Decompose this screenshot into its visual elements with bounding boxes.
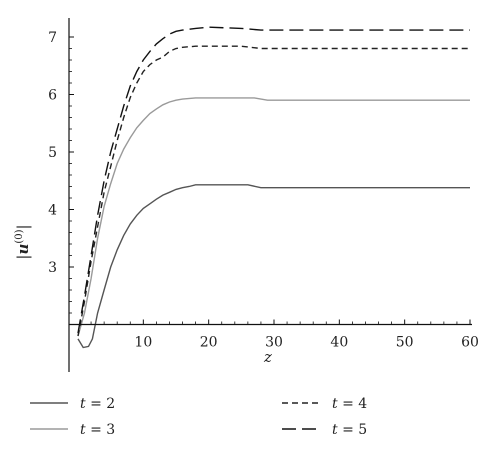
- y-tick-label: 5: [48, 145, 57, 161]
- y-axis-label: |u(0)|: [14, 224, 32, 259]
- legend-label-4: t = 5: [332, 422, 367, 438]
- legend-label-1: t = 2: [80, 396, 115, 412]
- legend: t = 2 t = 3 t = 4 t = 5: [30, 396, 367, 438]
- y-tick-label: 4: [48, 203, 57, 219]
- x-tick-label: 50: [396, 335, 414, 351]
- legend-label-3: t = 4: [332, 396, 367, 412]
- series-line-4: [77, 26, 470, 334]
- series-line-2: [77, 97, 470, 337]
- y-tick-label: 6: [48, 88, 57, 104]
- plot-area: [77, 26, 470, 349]
- x-axis-label: z: [263, 348, 272, 366]
- x-tick-label: 20: [200, 335, 218, 351]
- series-line-3: [77, 45, 470, 337]
- axes: 3 4 5 6 7 10 20 30 40 50 60: [48, 18, 479, 372]
- series-line-1: [77, 184, 470, 349]
- y-tick-label: 7: [48, 30, 57, 46]
- x-tick-label: 30: [265, 335, 283, 351]
- x-tick-label: 10: [134, 335, 152, 351]
- y-tick-label: 3: [48, 260, 57, 276]
- x-tick-label: 60: [461, 335, 479, 351]
- x-tick-label: 40: [330, 335, 348, 351]
- legend-label-2: t = 3: [80, 422, 115, 438]
